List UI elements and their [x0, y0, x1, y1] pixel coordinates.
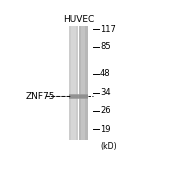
- Text: 85: 85: [100, 42, 111, 51]
- Text: 26: 26: [100, 107, 111, 116]
- Bar: [71, 26, 76, 140]
- Text: 19: 19: [100, 125, 110, 134]
- Text: 34: 34: [100, 89, 111, 98]
- Bar: [69, 95, 88, 98]
- Bar: [81, 26, 86, 140]
- Bar: [69, 26, 78, 140]
- Bar: [69, 94, 88, 99]
- Text: 48: 48: [100, 69, 111, 78]
- Text: ZNF75: ZNF75: [25, 92, 55, 101]
- Bar: [79, 26, 88, 140]
- Text: (kD): (kD): [100, 142, 116, 151]
- Text: 117: 117: [100, 25, 116, 34]
- Text: HUVEC: HUVEC: [63, 15, 94, 24]
